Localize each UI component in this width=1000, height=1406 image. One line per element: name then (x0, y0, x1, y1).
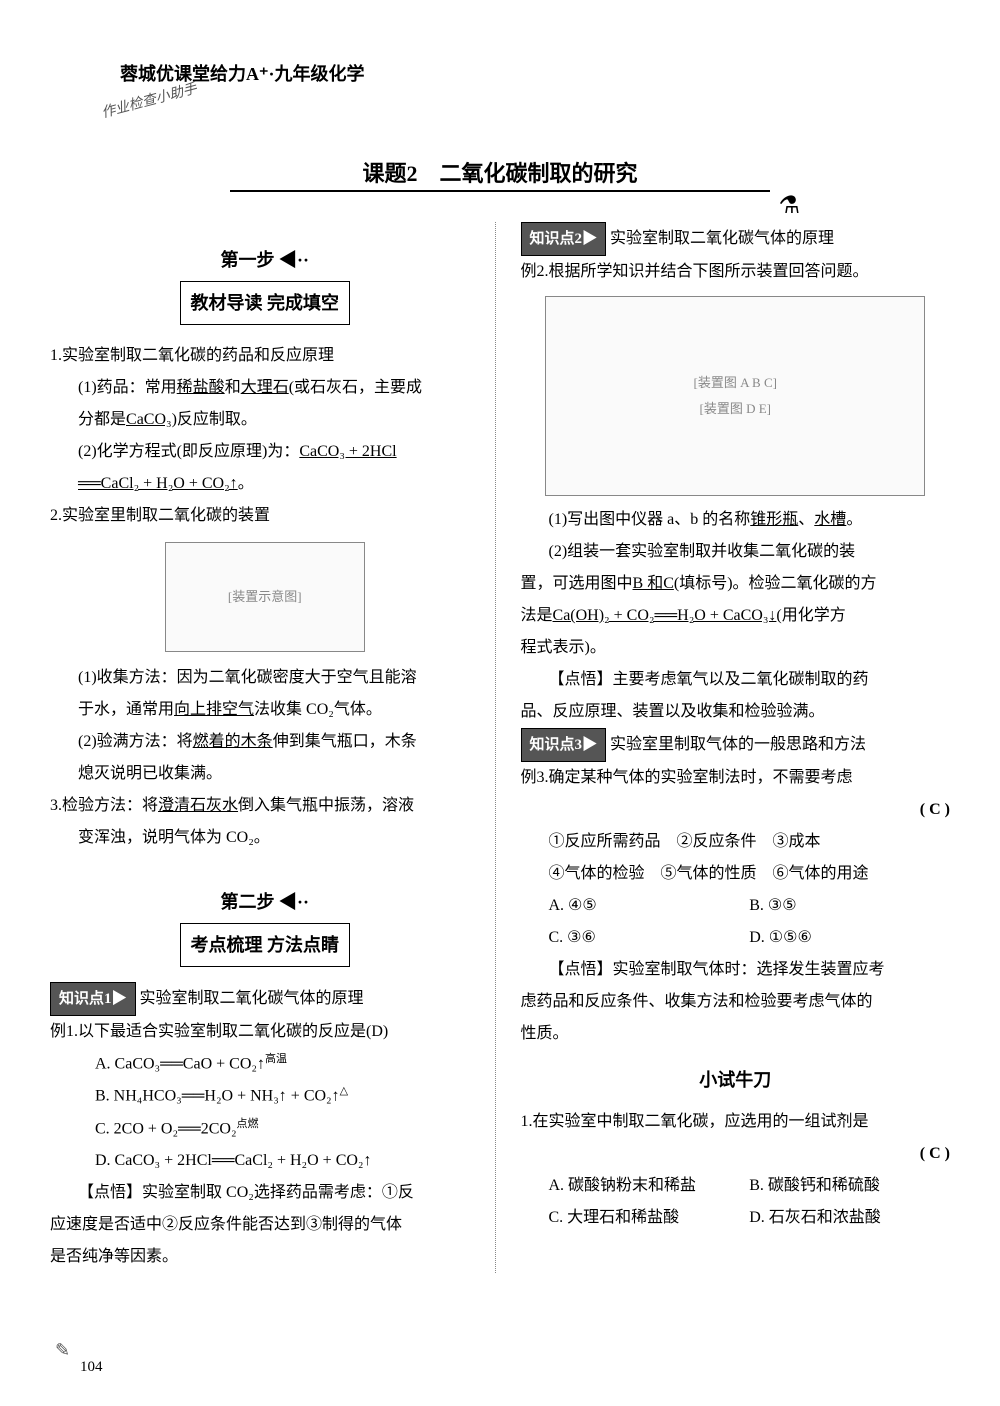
ex3-opts-line1: ①反应所需药品 ②反应条件 ③成本 (521, 826, 951, 858)
sec2-item1-line1: (1)收集方法：因为二氧化碳密度大于空气且能溶 (50, 662, 480, 694)
sec1-title: 实验室制取二氧化碳的药品和反应原理 (62, 347, 334, 364)
page-icon: ✎ (55, 1340, 70, 1361)
left-column: 第一步 ◀·· 教材导读 完成填空 1.实验室制取二氧化碳的药品和反应原理 (1… (50, 222, 496, 1273)
apparatus-diagram-abcde: [装置图 A B C] [装置图 D E] (545, 296, 925, 496)
knowledge-1: 知识点1▶ 实验室制取二氧化碳气体的原理 例1.以下最适合实验室制取二氧化碳的反… (50, 982, 480, 1273)
knowledge3-tag: 知识点3▶ (521, 728, 607, 762)
ex2-q1: (1)写出图中仪器 a、b 的名称锥形瓶、水槽。 (521, 504, 951, 536)
step1-line2: 教材导读 完成填空 (180, 281, 351, 325)
knowledge2-tag: 知识点2▶ (521, 222, 607, 256)
practice-heading: 小试牛刀 (521, 1062, 951, 1098)
step1-line1: 第一步 ◀·· (50, 242, 480, 278)
sec2-item1-line2: 于水，通常用向上排空气法收集 CO₂气体。 (50, 694, 480, 726)
chapter-title: 课题2 二氧化碳制取的研究 (362, 156, 637, 194)
ex2-question: 例2.根据所学知识并结合下图所示装置回答问题。 (521, 256, 951, 288)
ex1-question: 例1.以下最适合实验室制取二氧化碳的反应是(D) (50, 1016, 480, 1048)
ex2-tip2: 品、反应原理、装置以及收集和检验验满。 (521, 696, 951, 728)
ex3-tip1: 【点悟】实验室制取气体时：选择发生装置应考 (521, 954, 951, 986)
ex3-tip2: 虑药品和反应条件、收集方法和检验要考虑气体的 (521, 986, 951, 1018)
sec1-num: 1. (50, 347, 62, 364)
step1-header: 第一步 ◀·· 教材导读 完成填空 (50, 242, 480, 325)
prac-opts-ab: A. 碳酸钠粉末和稀盐 B. 碳酸钙和稀硫酸 (521, 1170, 951, 1202)
ex2-tip1: 【点悟】主要考虑氧气以及二氧化碳制取的药 (521, 664, 951, 696)
ex3-tip3: 性质。 (521, 1018, 951, 1050)
ex3-opts-line2: ④气体的检验 ⑤气体的性质 ⑥气体的用途 (521, 858, 951, 890)
knowledge-3: 知识点3▶ 实验室里制取气体的一般思路和方法 例3.确定某种气体的实验室制法时，… (521, 728, 951, 1050)
page-number: 104 (80, 1359, 103, 1376)
section-3: 3.检验方法：将澄清石灰水倒入集气瓶中振荡，溶液 变浑浊，说明气体为 CO₂。 (50, 790, 480, 854)
sec1-item1-line1: (1)药品：常用稀盐酸和大理石(或石灰石，主要成 (50, 372, 480, 404)
sec2-item2-line2: 熄灭说明已收集满。 (50, 758, 480, 790)
sec1-item2-line1: (2)化学方程式(即反应原理)为：CaCO₃ + 2HCl (50, 436, 480, 468)
knowledge1-title: 实验室制取二氧化碳气体的原理 (140, 990, 364, 1007)
knowledge3-title: 实验室里制取气体的一般思路和方法 (610, 736, 866, 753)
prac-opts-cd: C. 大理石和稀盐酸 D. 石灰石和浓盐酸 (521, 1202, 951, 1234)
sec1-item1-line2: 分都是CaCO₃)反应制取。 (50, 404, 480, 436)
ex3-question: 例3.确定某种气体的实验室制法时，不需要考虑 (521, 762, 951, 794)
chapter-title-area: 课题2 二氧化碳制取的研究 ⚗ (50, 156, 950, 192)
knowledge1-tag: 知识点1▶ (50, 982, 136, 1016)
section-1: 1.实验室制取二氧化碳的药品和反应原理 (1)药品：常用稀盐酸和大理石(或石灰石… (50, 340, 480, 500)
apparatus-diagram: [装置示意图] (165, 542, 365, 652)
ex2-q2-line2: 置，可选用图中B 和C(填标号)。检验二氧化碳的方 (521, 568, 951, 600)
ex1-tip2: 应速度是否适中②反应条件能否达到③制得的气体 (50, 1209, 480, 1241)
knowledge2-title: 实验室制取二氧化碳气体的原理 (610, 230, 834, 247)
ex1-optB: B. NH₄HCO₃══H₂O + NH₃↑ + CO₂↑△ (50, 1080, 480, 1112)
step2-header: 第二步 ◀·· 考点梳理 方法点睛 (50, 884, 480, 967)
ex3-opts-cd: C. ③⑥ D. ①⑤⑥ (521, 922, 951, 954)
right-column: 知识点2▶ 实验室制取二氧化碳气体的原理 例2.根据所学知识并结合下图所示装置回… (516, 222, 951, 1273)
ex1-tip1: 【点悟】实验室制取 CO₂选择药品需考虑：①反 (50, 1177, 480, 1209)
page-header: 蓉城优课堂给力A⁺·九年级化学 作业检查小助手 (50, 60, 950, 86)
sec1-item2-line2: ══CaCl₂ + H₂O + CO₂↑。 (50, 468, 480, 500)
content-columns: 第一步 ◀·· 教材导读 完成填空 1.实验室制取二氧化碳的药品和反应原理 (1… (50, 222, 950, 1273)
ex3-opts-ab: A. ④⑤ B. ③⑤ (521, 890, 951, 922)
textbook-title: 蓉城优课堂给力A⁺·九年级化学 (120, 60, 950, 86)
ex1-tip3: 是否纯净等因素。 (50, 1241, 480, 1273)
sec2-item2-line1: (2)验满方法：将燃着的木条伸到集气瓶口，木条 (50, 726, 480, 758)
knowledge-2: 知识点2▶ 实验室制取二氧化碳气体的原理 例2.根据所学知识并结合下图所示装置回… (521, 222, 951, 728)
ex2-q2-line4: 程式表示)。 (521, 632, 951, 664)
section-2: 2.实验室里制取二氧化碳的装置 [装置示意图] (1)收集方法：因为二氧化碳密度… (50, 500, 480, 790)
ex3-answer-paren: ( C ) (521, 794, 951, 826)
chapter-icon: ⚗ (778, 191, 800, 220)
ex1-optC: C. 2CO + O₂══2CO₂点燃 (50, 1113, 480, 1145)
ex2-q2-line1: (2)组装一套实验室制取并收集二氧化碳的装 (521, 536, 951, 568)
practice-q1: 1.在实验室中制取二氧化碳，应选用的一组试剂是 ( C ) A. 碳酸钠粉末和稀… (521, 1106, 951, 1234)
ex1-optA: A. CaCO₃══CaO + CO₂↑高温 (50, 1048, 480, 1080)
ex2-q2-line3: 法是Ca(OH)₂ + CO₂══H₂O + CaCO₃↓(用化学方 (521, 600, 951, 632)
ex1-optD: D. CaCO₃ + 2HCl══CaCl₂ + H₂O + CO₂↑ (50, 1145, 480, 1177)
